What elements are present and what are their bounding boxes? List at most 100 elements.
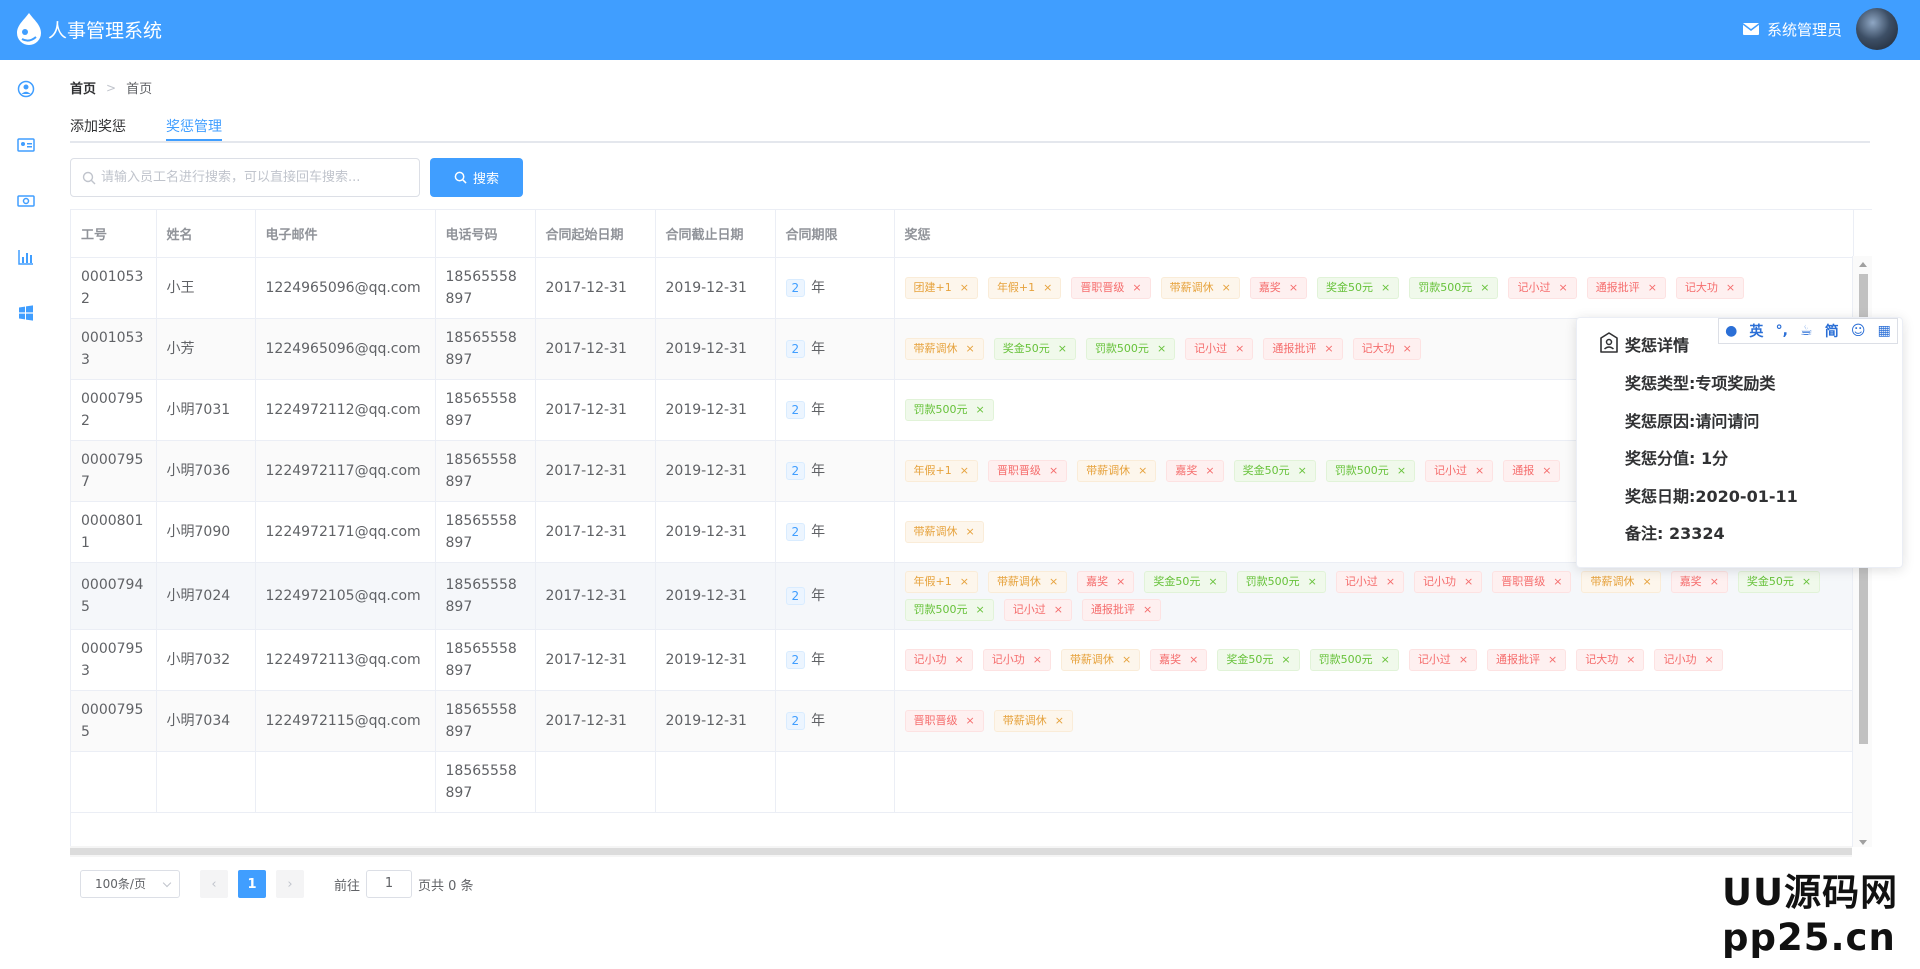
reward-tag[interactable]: 嘉奖 × [1150, 648, 1208, 671]
close-icon[interactable]: × [959, 574, 969, 588]
reward-tag[interactable]: 通报批评 × [1586, 276, 1666, 299]
table-row[interactable]: 00010532 小王 1224965096@qq.com 18565558897 20… [71, 257, 1854, 319]
reward-tag[interactable]: 记大功 × [1675, 276, 1745, 299]
reward-tag[interactable]: 带薪调休 × [987, 570, 1068, 593]
close-icon[interactable]: × [1475, 463, 1485, 477]
tab-reward-manage[interactable]: 奖惩管理 [166, 119, 222, 135]
reward-tag[interactable]: 记小过 × [1408, 648, 1478, 671]
reward-tag[interactable]: 奖金50元 × [1217, 648, 1300, 671]
reward-tag[interactable]: 带薪调休 × [904, 337, 984, 360]
close-icon[interactable]: × [1054, 713, 1064, 727]
sidebar-item-system[interactable] [17, 304, 37, 324]
close-icon[interactable]: × [1189, 652, 1199, 666]
close-icon[interactable]: × [1464, 574, 1474, 588]
ime-lang-toggle[interactable]: 英 [1749, 324, 1764, 340]
page-size-select[interactable]: 100条/页 [80, 870, 180, 898]
close-icon[interactable]: × [1116, 574, 1126, 588]
close-icon[interactable]: × [1235, 341, 1245, 355]
sidebar-item-employee[interactable] [17, 136, 37, 156]
next-page-button[interactable]: › [276, 870, 304, 898]
col-header-start-date[interactable]: 合同起始日期 [535, 210, 656, 258]
close-icon[interactable]: × [1396, 463, 1407, 477]
table-row[interactable]: 00007945 小明7024 1224972105@qq.com 185655588… [71, 562, 1854, 630]
search-input[interactable] [101, 159, 411, 196]
reward-tag[interactable]: 记小功 × [982, 648, 1051, 671]
reward-tag[interactable]: 罚款500元 × [1409, 276, 1499, 299]
close-icon[interactable]: × [1553, 574, 1563, 588]
close-icon[interactable]: × [1324, 341, 1334, 355]
scroll-up-arrow-icon[interactable] [1859, 262, 1867, 267]
col-header-name[interactable]: 姓名 [156, 210, 256, 258]
reward-tag[interactable]: 记小功 × [1654, 648, 1723, 671]
reward-tag[interactable]: 奖金50元 × [1737, 570, 1821, 593]
reward-tag[interactable]: 嘉奖 × [1670, 570, 1728, 593]
close-icon[interactable]: × [1048, 463, 1059, 477]
reward-tag[interactable]: 嘉奖 × [1249, 276, 1308, 299]
horizontal-scrollbar-thumb[interactable] [70, 848, 1852, 855]
close-icon[interactable]: × [959, 280, 969, 294]
reward-tag[interactable]: 嘉奖 × [1166, 459, 1224, 482]
reward-tag[interactable]: 记小过 × [1425, 459, 1494, 482]
table-row[interactable]: 00008011 小明7090 1224972171@qq.com 185655588… [71, 501, 1854, 563]
reward-tag[interactable]: 嘉奖 × [1077, 570, 1135, 593]
col-header-id[interactable]: 工号 [71, 210, 157, 258]
search-button[interactable]: 搜索 [430, 158, 523, 197]
close-icon[interactable]: × [1142, 602, 1153, 616]
close-icon[interactable]: × [1156, 341, 1167, 355]
reward-tag[interactable]: 带薪调休 × [993, 709, 1073, 732]
close-icon[interactable]: × [1542, 463, 1552, 477]
ime-toolbar[interactable]: ● 英 °, ☕ 简 ☺ ▦ [1718, 318, 1898, 344]
close-icon[interactable]: × [1132, 280, 1142, 294]
reward-tag[interactable]: 记小过 × [1003, 598, 1072, 621]
close-icon[interactable]: × [959, 463, 969, 477]
close-icon[interactable]: × [954, 652, 964, 666]
reward-tag[interactable]: 奖金50元 × [993, 337, 1076, 360]
table-row[interactable]: 00007957 小明7036 1224972117@qq.com 185655588… [71, 440, 1854, 502]
cup-icon[interactable]: ☕ [1800, 323, 1813, 339]
close-icon[interactable]: × [1121, 652, 1132, 666]
goto-page-input[interactable]: 1 [366, 870, 413, 898]
close-icon[interactable]: × [1307, 574, 1317, 588]
scroll-down-arrow-icon[interactable] [1859, 840, 1867, 845]
sidebar-item-statistics[interactable] [17, 248, 37, 268]
close-icon[interactable]: × [1709, 574, 1719, 588]
sidebar-item-salary[interactable] [17, 192, 37, 212]
avatar[interactable] [1856, 8, 1898, 50]
close-icon[interactable]: × [965, 341, 975, 355]
reward-tag[interactable]: 奖金50元 × [1144, 570, 1227, 593]
close-icon[interactable]: × [1647, 280, 1657, 294]
col-header-period[interactable]: 合同期限 [775, 210, 895, 258]
reward-tag[interactable]: 记小功 × [904, 648, 973, 671]
close-icon[interactable]: × [1704, 652, 1714, 666]
close-icon[interactable]: × [965, 524, 975, 538]
col-header-email[interactable]: 电子邮件 [255, 210, 436, 258]
col-header-phone[interactable]: 电话号码 [435, 210, 536, 258]
close-icon[interactable]: × [1297, 463, 1307, 477]
close-icon[interactable]: × [1221, 280, 1231, 294]
close-icon[interactable]: × [1558, 280, 1568, 294]
close-icon[interactable]: × [1381, 280, 1391, 294]
close-icon[interactable]: × [1380, 652, 1390, 666]
reward-tag[interactable]: 记小过 × [1185, 337, 1254, 360]
ime-punct-toggle[interactable]: °, [1775, 323, 1788, 339]
close-icon[interactable]: × [975, 402, 985, 416]
page-number-button[interactable]: 1 [238, 870, 266, 898]
close-icon[interactable]: × [1053, 602, 1063, 616]
reward-tag[interactable]: 带薪调休 × [1581, 570, 1661, 593]
close-icon[interactable]: × [1048, 574, 1059, 588]
reward-tag[interactable]: 罚款500元 × [1236, 570, 1326, 593]
close-icon[interactable]: × [1626, 652, 1636, 666]
close-icon[interactable]: × [1043, 280, 1053, 294]
reward-tag[interactable]: 通报 × [1503, 459, 1561, 482]
close-icon[interactable]: × [1032, 652, 1042, 666]
user-menu[interactable]: 系统管理员 [1742, 8, 1898, 50]
reward-tag[interactable]: 记大功 × [1576, 648, 1645, 671]
reward-tag[interactable]: 带薪调休 × [1160, 276, 1240, 299]
reward-tag[interactable]: 团建+1 × [904, 276, 978, 299]
reward-tag[interactable]: 通报批评 × [1487, 648, 1567, 671]
ime-charset-toggle[interactable]: 简 [1824, 324, 1839, 340]
close-icon[interactable]: × [1208, 574, 1218, 588]
close-icon[interactable]: × [965, 713, 975, 727]
table-row[interactable]: 00007955 小明7034 1224972115@qq.com 185655588… [71, 690, 1854, 752]
prev-page-button[interactable]: ‹ [200, 870, 228, 898]
